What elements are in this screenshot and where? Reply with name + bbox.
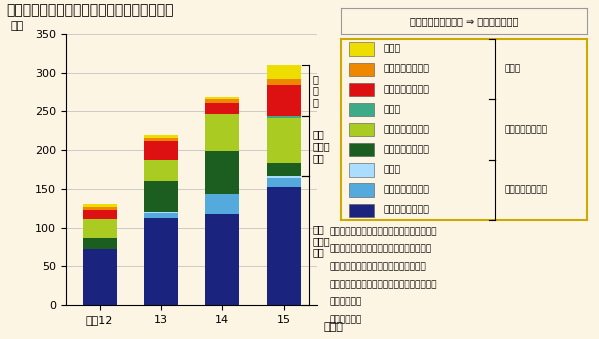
Bar [83, 238, 117, 249]
Bar [267, 85, 301, 116]
Bar [267, 162, 301, 177]
Text: 住宅地: 住宅地 [504, 65, 521, 74]
Text: 工場
事業場
敷地: 工場 事業場 敷地 [312, 224, 330, 257]
Bar [83, 210, 117, 219]
Bar [144, 135, 178, 138]
Bar [267, 187, 301, 305]
Bar [267, 177, 301, 178]
Bar [205, 214, 239, 305]
Bar [205, 151, 239, 194]
Bar [267, 116, 301, 118]
Text: 住宅地: 住宅地 [383, 165, 401, 175]
FancyBboxPatch shape [349, 163, 374, 177]
Text: 業場跡地及び住宅地のものに限る。: 業場跡地及び住宅地のものに限る。 [329, 262, 426, 272]
Bar [144, 160, 178, 181]
Bar [267, 79, 301, 85]
Bar [144, 138, 178, 141]
Bar [205, 97, 239, 99]
Text: 工場・事業場敷地: 工場・事業場敷地 [383, 85, 429, 94]
Text: 状況は、工場・事業場敷地、工場・事: 状況は、工場・事業場敷地、工場・事 [329, 245, 431, 254]
Text: 工場・事業場跡地: 工場・事業場跡地 [383, 65, 429, 74]
Bar [205, 194, 239, 214]
Text: 資料：環境省: 資料：環境省 [329, 315, 362, 324]
Text: 工場・事業場跡地: 工場・事業場跡地 [504, 125, 547, 134]
FancyBboxPatch shape [349, 143, 374, 157]
Text: 住
宅
地: 住 宅 地 [312, 74, 318, 107]
FancyBboxPatch shape [349, 63, 374, 76]
Bar [144, 212, 178, 213]
Bar [144, 141, 178, 160]
Text: 工場・事業場跡地: 工場・事業場跡地 [383, 186, 429, 195]
Bar [205, 114, 239, 151]
Text: を含む。: を含む。 [329, 298, 362, 307]
Text: 主な土壌汚染調査・対策場所の土地利用状況: 主な土壌汚染調査・対策場所の土地利用状況 [6, 3, 174, 17]
Text: 工場・事業場敷地: 工場・事業場敷地 [504, 186, 547, 195]
Text: 住宅地: 住宅地 [383, 44, 401, 54]
Bar [83, 219, 117, 238]
FancyBboxPatch shape [349, 103, 374, 116]
Text: 工場・事業場敷地: 工場・事業場敷地 [383, 206, 429, 215]
Text: ２：「工場・事業所敷地」にはサービス業: ２：「工場・事業所敷地」にはサービス業 [329, 280, 437, 289]
Text: 件数: 件数 [11, 21, 24, 31]
FancyBboxPatch shape [349, 83, 374, 96]
Text: 工場・事業場跡地: 工場・事業場跡地 [383, 125, 429, 134]
Bar [267, 118, 301, 162]
Bar [144, 218, 178, 305]
Bar [144, 213, 178, 218]
Text: 注１：土壌汚染の報告当時と現在の土地利用: 注１：土壌汚染の報告当時と現在の土地利用 [329, 227, 437, 236]
Text: 住宅地: 住宅地 [383, 105, 401, 114]
Bar [144, 181, 178, 212]
Text: 工場・事業場敷地: 工場・事業場敷地 [383, 145, 429, 154]
Bar [267, 65, 301, 79]
Bar [205, 103, 239, 114]
Bar [83, 204, 117, 207]
FancyBboxPatch shape [349, 183, 374, 197]
FancyBboxPatch shape [349, 204, 374, 217]
Bar [83, 207, 117, 210]
Bar [83, 249, 117, 305]
Bar [205, 99, 239, 103]
Text: 工場
事業場
跡地: 工場 事業場 跡地 [312, 129, 330, 163]
Text: （年）: （年） [323, 322, 343, 332]
FancyBboxPatch shape [349, 42, 374, 56]
Bar [267, 178, 301, 187]
Text: 対策当時の土地利用 ⇒ 現在の土地利用: 対策当時の土地利用 ⇒ 現在の土地利用 [410, 16, 518, 26]
FancyBboxPatch shape [349, 123, 374, 136]
